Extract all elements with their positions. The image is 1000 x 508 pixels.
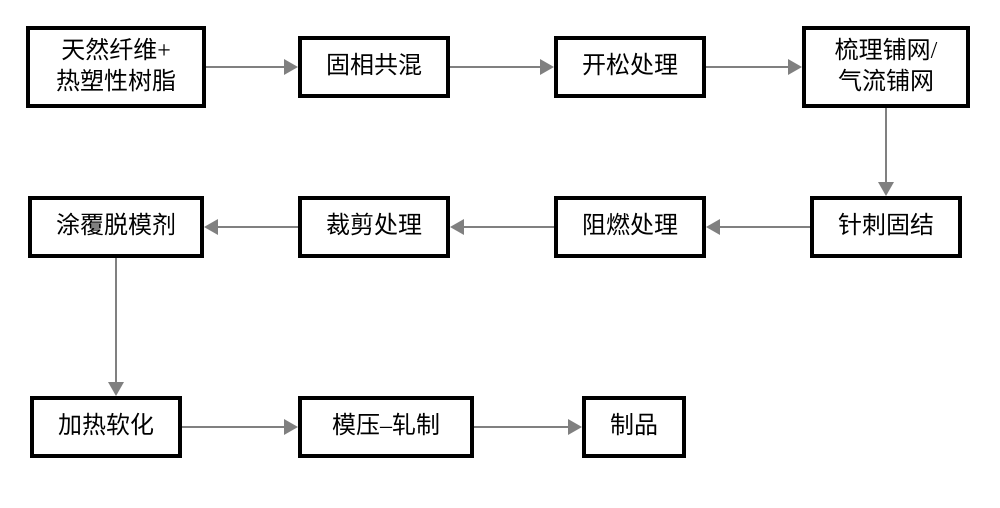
- flowchart-node: 加热软化: [30, 396, 182, 458]
- flowchart-node: 涂覆脱模剂: [28, 196, 204, 258]
- flowchart-node: 开松处理: [554, 36, 706, 98]
- flowchart-node: 梳理铺网/ 气流铺网: [802, 26, 970, 108]
- flowchart-node: 针刺固结: [810, 196, 962, 258]
- flowchart-node: 阻燃处理: [554, 196, 706, 258]
- flowchart-node: 裁剪处理: [298, 196, 450, 258]
- flowchart-node: 固相共混: [298, 36, 450, 98]
- flowchart-node: 模压–轧制: [298, 396, 474, 458]
- flowchart-node: 制品: [582, 396, 686, 458]
- flowchart-node: 天然纤维+ 热塑性树脂: [26, 26, 206, 108]
